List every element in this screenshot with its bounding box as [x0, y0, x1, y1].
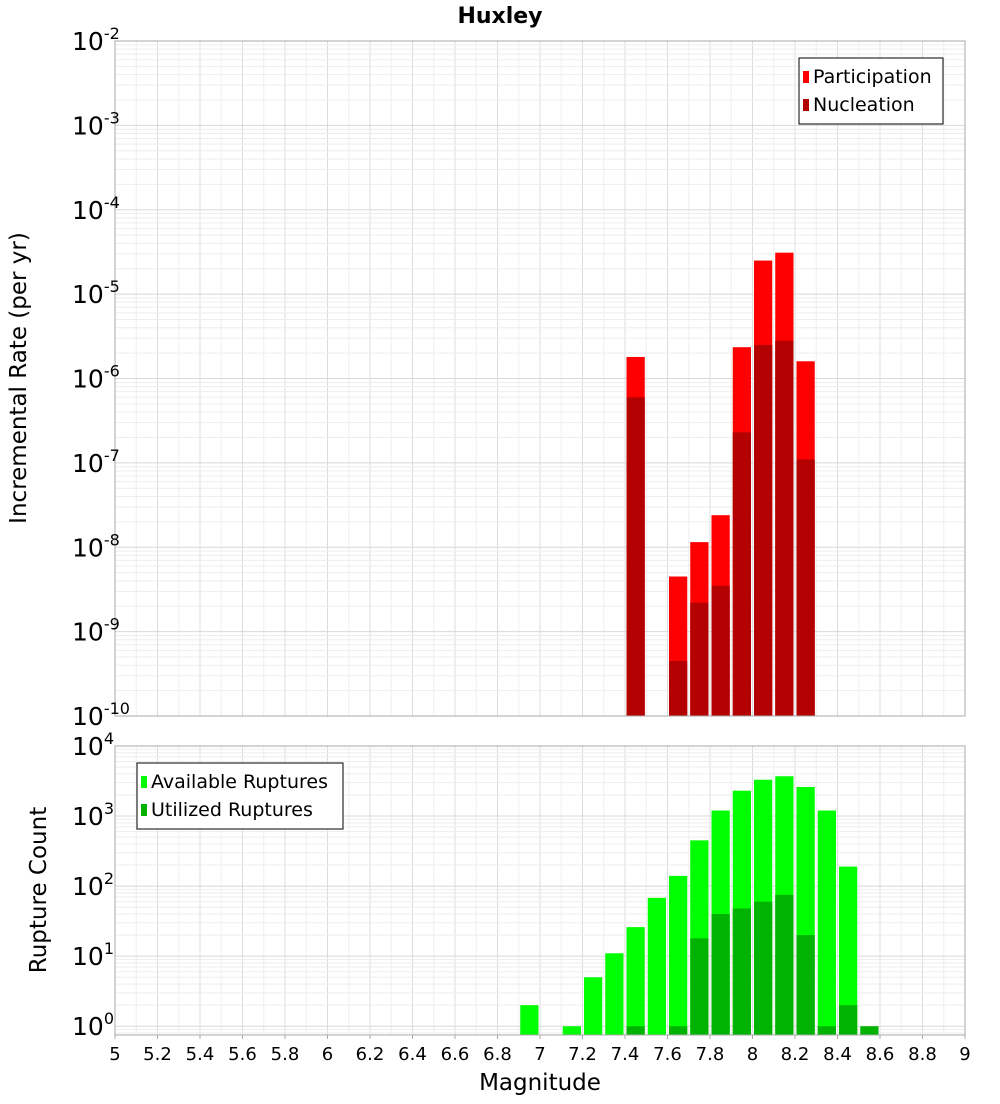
bar-utilized-ruptures	[732, 908, 751, 1035]
x-tick-label: 7	[534, 1044, 545, 1065]
x-tick-label: 8	[747, 1044, 758, 1065]
top-plot: 10-2 10-3 10-4 10-5 10-6 10-7 10-8 10-9 10-10 Par…	[72, 24, 966, 731]
bar-nucleation	[690, 602, 709, 716]
y-tick-label: 10-10	[72, 699, 130, 731]
x-tick-label: 5	[109, 1044, 120, 1065]
x-tick-label: 8.2	[781, 1044, 810, 1065]
bar-nucleation	[711, 585, 730, 716]
top-y-axis-label: Incremental Rate (per yr)	[6, 232, 32, 524]
top-legend: Participation Nucleation	[798, 57, 944, 125]
top-grid	[114, 40, 966, 717]
top-series-nucleation	[626, 340, 815, 716]
x-tick-label: 7.2	[568, 1044, 597, 1065]
x-tick-label: 6	[322, 1044, 333, 1065]
bar-nucleation	[626, 397, 645, 716]
bar-available-ruptures	[562, 1026, 581, 1035]
x-tick-label: 5.4	[186, 1044, 215, 1065]
x-tick-label: 5.2	[143, 1044, 172, 1065]
x-tick-label: 8.6	[866, 1044, 895, 1065]
x-axis-label: Magnitude	[479, 1070, 601, 1096]
bar-utilized-ruptures	[690, 938, 709, 1035]
y-tick-label: 101	[72, 939, 114, 971]
bar-available-ruptures	[626, 927, 645, 1035]
bar-utilized-ruptures	[626, 1026, 645, 1035]
bar-utilized-ruptures	[669, 1026, 688, 1035]
x-tick-label: 6.4	[398, 1044, 427, 1065]
y-tick-label: 10-4	[72, 193, 120, 225]
legend-swatch	[803, 99, 809, 111]
legend-swatch	[803, 71, 809, 83]
y-tick-label: 102	[72, 869, 114, 901]
bottom-plot: 104 103 102 101 100 5 5.2 5.4 5.6 5.8 6 6.2 6.4 6.6 6.…	[72, 729, 971, 1065]
y-tick-label: 10-6	[72, 362, 120, 394]
bar-available-ruptures	[647, 897, 666, 1035]
y-tick-label: 10-7	[72, 446, 120, 478]
y-tick-label: 10-3	[72, 108, 120, 140]
bar-utilized-ruptures	[817, 1026, 836, 1035]
bar-nucleation	[754, 344, 773, 716]
y-tick-label: 10-2	[72, 24, 120, 56]
bottom-legend: Available Ruptures Utilized Ruptures	[136, 762, 344, 830]
x-tick-label: 8.8	[908, 1044, 937, 1065]
top-plot-border	[114, 40, 966, 717]
bar-available-ruptures	[520, 1005, 539, 1035]
bar-available-ruptures	[817, 810, 836, 1035]
y-tick-label: 10-9	[72, 615, 120, 647]
legend-label: Available Ruptures	[151, 771, 328, 793]
bar-utilized-ruptures	[775, 894, 794, 1035]
x-tick-label: 5.8	[271, 1044, 300, 1065]
x-tick-label: 6.2	[356, 1044, 385, 1065]
legend-label: Nucleation	[813, 94, 915, 116]
x-tick-label: 7.8	[696, 1044, 725, 1065]
bar-nucleation	[796, 459, 815, 716]
chart-title: Huxley	[457, 4, 542, 29]
bar-utilized-ruptures	[754, 901, 773, 1035]
bar-nucleation	[669, 660, 688, 716]
x-tick-label: 7.6	[653, 1044, 682, 1065]
x-tick-label: 8.4	[823, 1044, 852, 1065]
bottom-series-utilized-ruptures	[626, 894, 879, 1035]
x-tick-label: 9	[959, 1044, 970, 1065]
bar-utilized-ruptures	[711, 914, 730, 1035]
bar-utilized-ruptures	[839, 1005, 858, 1035]
legend-box	[798, 57, 944, 125]
legend-label: Participation	[813, 66, 932, 88]
y-tick-label: 104	[72, 729, 114, 761]
bar-available-ruptures	[839, 866, 858, 1035]
y-tick-label: 100	[72, 1009, 114, 1041]
bar-utilized-ruptures	[860, 1026, 879, 1035]
legend-swatch	[141, 804, 147, 816]
bar-available-ruptures	[584, 977, 603, 1035]
x-tick-label: 7.4	[611, 1044, 640, 1065]
y-tick-label: 10-5	[72, 277, 120, 309]
legend-box	[136, 762, 344, 830]
bar-available-ruptures	[605, 953, 624, 1035]
legend-label: Utilized Ruptures	[151, 799, 313, 821]
y-tick-label: 103	[72, 799, 114, 831]
y-tick-label: 10-8	[72, 530, 120, 562]
x-tick-label: 5.6	[228, 1044, 257, 1065]
bottom-y-axis-label: Rupture Count	[26, 807, 52, 973]
bar-nucleation	[732, 432, 751, 716]
bar-nucleation	[775, 340, 794, 716]
x-tick-label: 6.8	[483, 1044, 512, 1065]
legend-swatch	[141, 776, 147, 788]
x-tick-label: 6.6	[441, 1044, 470, 1065]
bar-utilized-ruptures	[796, 935, 815, 1035]
bar-available-ruptures	[669, 875, 688, 1035]
